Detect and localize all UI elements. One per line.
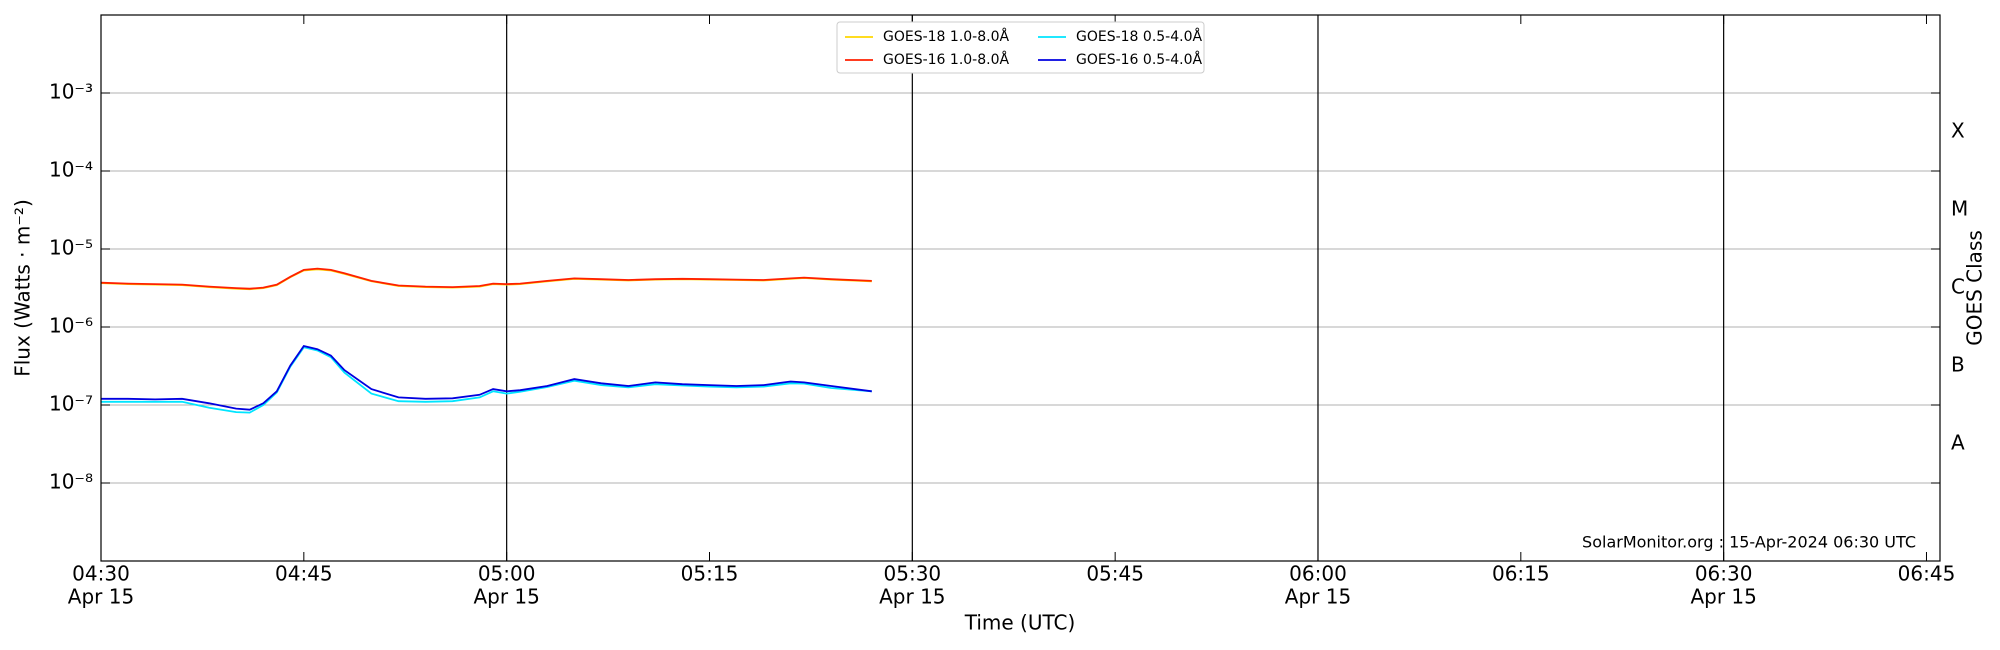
x-tick-date: Apr 15 (1285, 585, 1351, 609)
legend-label: GOES-16 0.5-4.0Å (1076, 51, 1202, 68)
x-tick-label: 05:45 (1086, 562, 1144, 586)
legend-label: GOES-16 1.0-8.0Å (883, 51, 1009, 68)
x-tick-label: 05:30 (884, 562, 942, 586)
series-line (101, 344, 872, 411)
series-line (101, 346, 872, 414)
x-tick-label: 05:15 (681, 562, 739, 586)
y-tick-label: 10⁻⁴ (49, 158, 93, 182)
y-tick-label: 10⁻⁸ (49, 470, 93, 494)
x-tick-label: 05:00 (478, 562, 536, 586)
x-tick-date: Apr 15 (473, 585, 539, 609)
x-tick-label: 06:45 (1898, 562, 1956, 586)
class-label: M (1951, 197, 1968, 221)
x-tick-date: Apr 15 (68, 585, 134, 609)
class-label: B (1951, 353, 1965, 377)
y-tick-label: 10⁻⁷ (49, 392, 93, 416)
x-tick-date: Apr 15 (1690, 585, 1756, 609)
legend-label: GOES-18 1.0-8.0Å (883, 28, 1009, 45)
x-tick-label: 04:30 (72, 562, 130, 586)
y-tick-label: 10⁻⁵ (49, 236, 93, 260)
x-tick-label: 06:00 (1289, 562, 1347, 586)
y-axis-label: Flux (Watts · m⁻²) (11, 199, 35, 377)
class-label: A (1951, 431, 1965, 455)
plot-frame (100, 14, 1941, 562)
x-tick-label: 06:15 (1492, 562, 1550, 586)
legend-box (836, 21, 1205, 74)
legend: GOES-18 1.0-8.0Å GOES-16 1.0-8.0Å GOES-18 … (836, 21, 1205, 74)
legend-label: GOES-18 0.5-4.0Å (1076, 28, 1202, 45)
y-tick-label: 10⁻³ (49, 80, 93, 104)
x-tick-label: 04:45 (275, 562, 333, 586)
y2-axis-label: GOES Class (1963, 230, 1987, 346)
y-tick-label: 10⁻⁶ (49, 314, 93, 338)
class-label: X (1951, 119, 1965, 143)
x-tick-date: Apr 15 (879, 585, 945, 609)
x-axis-label: Time (UTC) (964, 611, 1076, 635)
class-label: C (1951, 275, 1965, 299)
annotation: SolarMonitor.org : 15-Apr-2024 06:30 UTC (1582, 533, 1916, 552)
series-line (100, 267, 872, 290)
x-tick-label: 06:30 (1695, 562, 1753, 586)
